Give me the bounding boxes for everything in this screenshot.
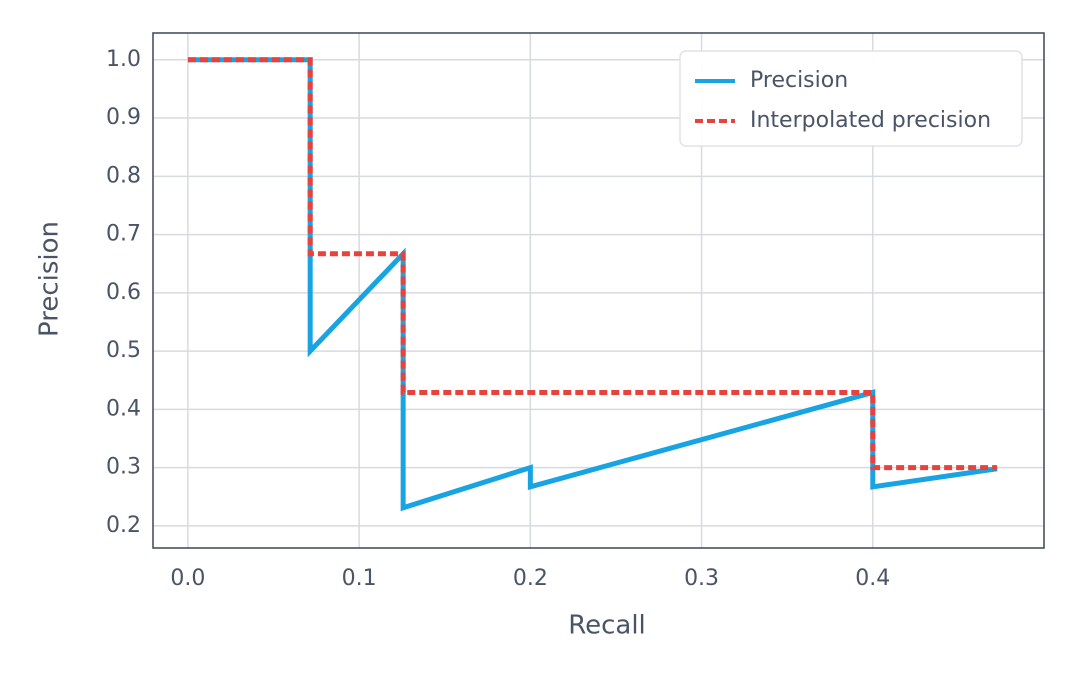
legend-label: Precision <box>750 68 848 93</box>
plot-frame <box>152 32 1045 549</box>
y-tick-label: 0.7 <box>106 222 141 247</box>
y-axis-label: Precision <box>35 221 65 337</box>
y-tick-label: 0.3 <box>106 455 141 480</box>
x-axis-label: Recall <box>568 611 646 641</box>
y-tick-label: 0.5 <box>106 338 141 363</box>
y-tick-label: 0.4 <box>106 396 141 421</box>
x-tick-label: 0.3 <box>684 566 719 591</box>
line-series <box>187 57 998 471</box>
legend-label: Interpolated precision <box>750 108 991 133</box>
y-tick-label: 0.8 <box>106 163 141 188</box>
x-tick-label: 0.1 <box>342 566 377 591</box>
legend-box <box>679 50 1023 147</box>
y-tick-label: 1.0 <box>106 47 141 72</box>
y-tick-label: 0.6 <box>106 280 141 305</box>
x-tick-label: 0.2 <box>513 566 548 591</box>
x-tick-label: 0.4 <box>855 566 890 591</box>
y-tick-label: 0.9 <box>106 105 141 130</box>
x-tick-label: 0.0 <box>170 566 205 591</box>
y-tick-label: 0.2 <box>106 513 141 538</box>
